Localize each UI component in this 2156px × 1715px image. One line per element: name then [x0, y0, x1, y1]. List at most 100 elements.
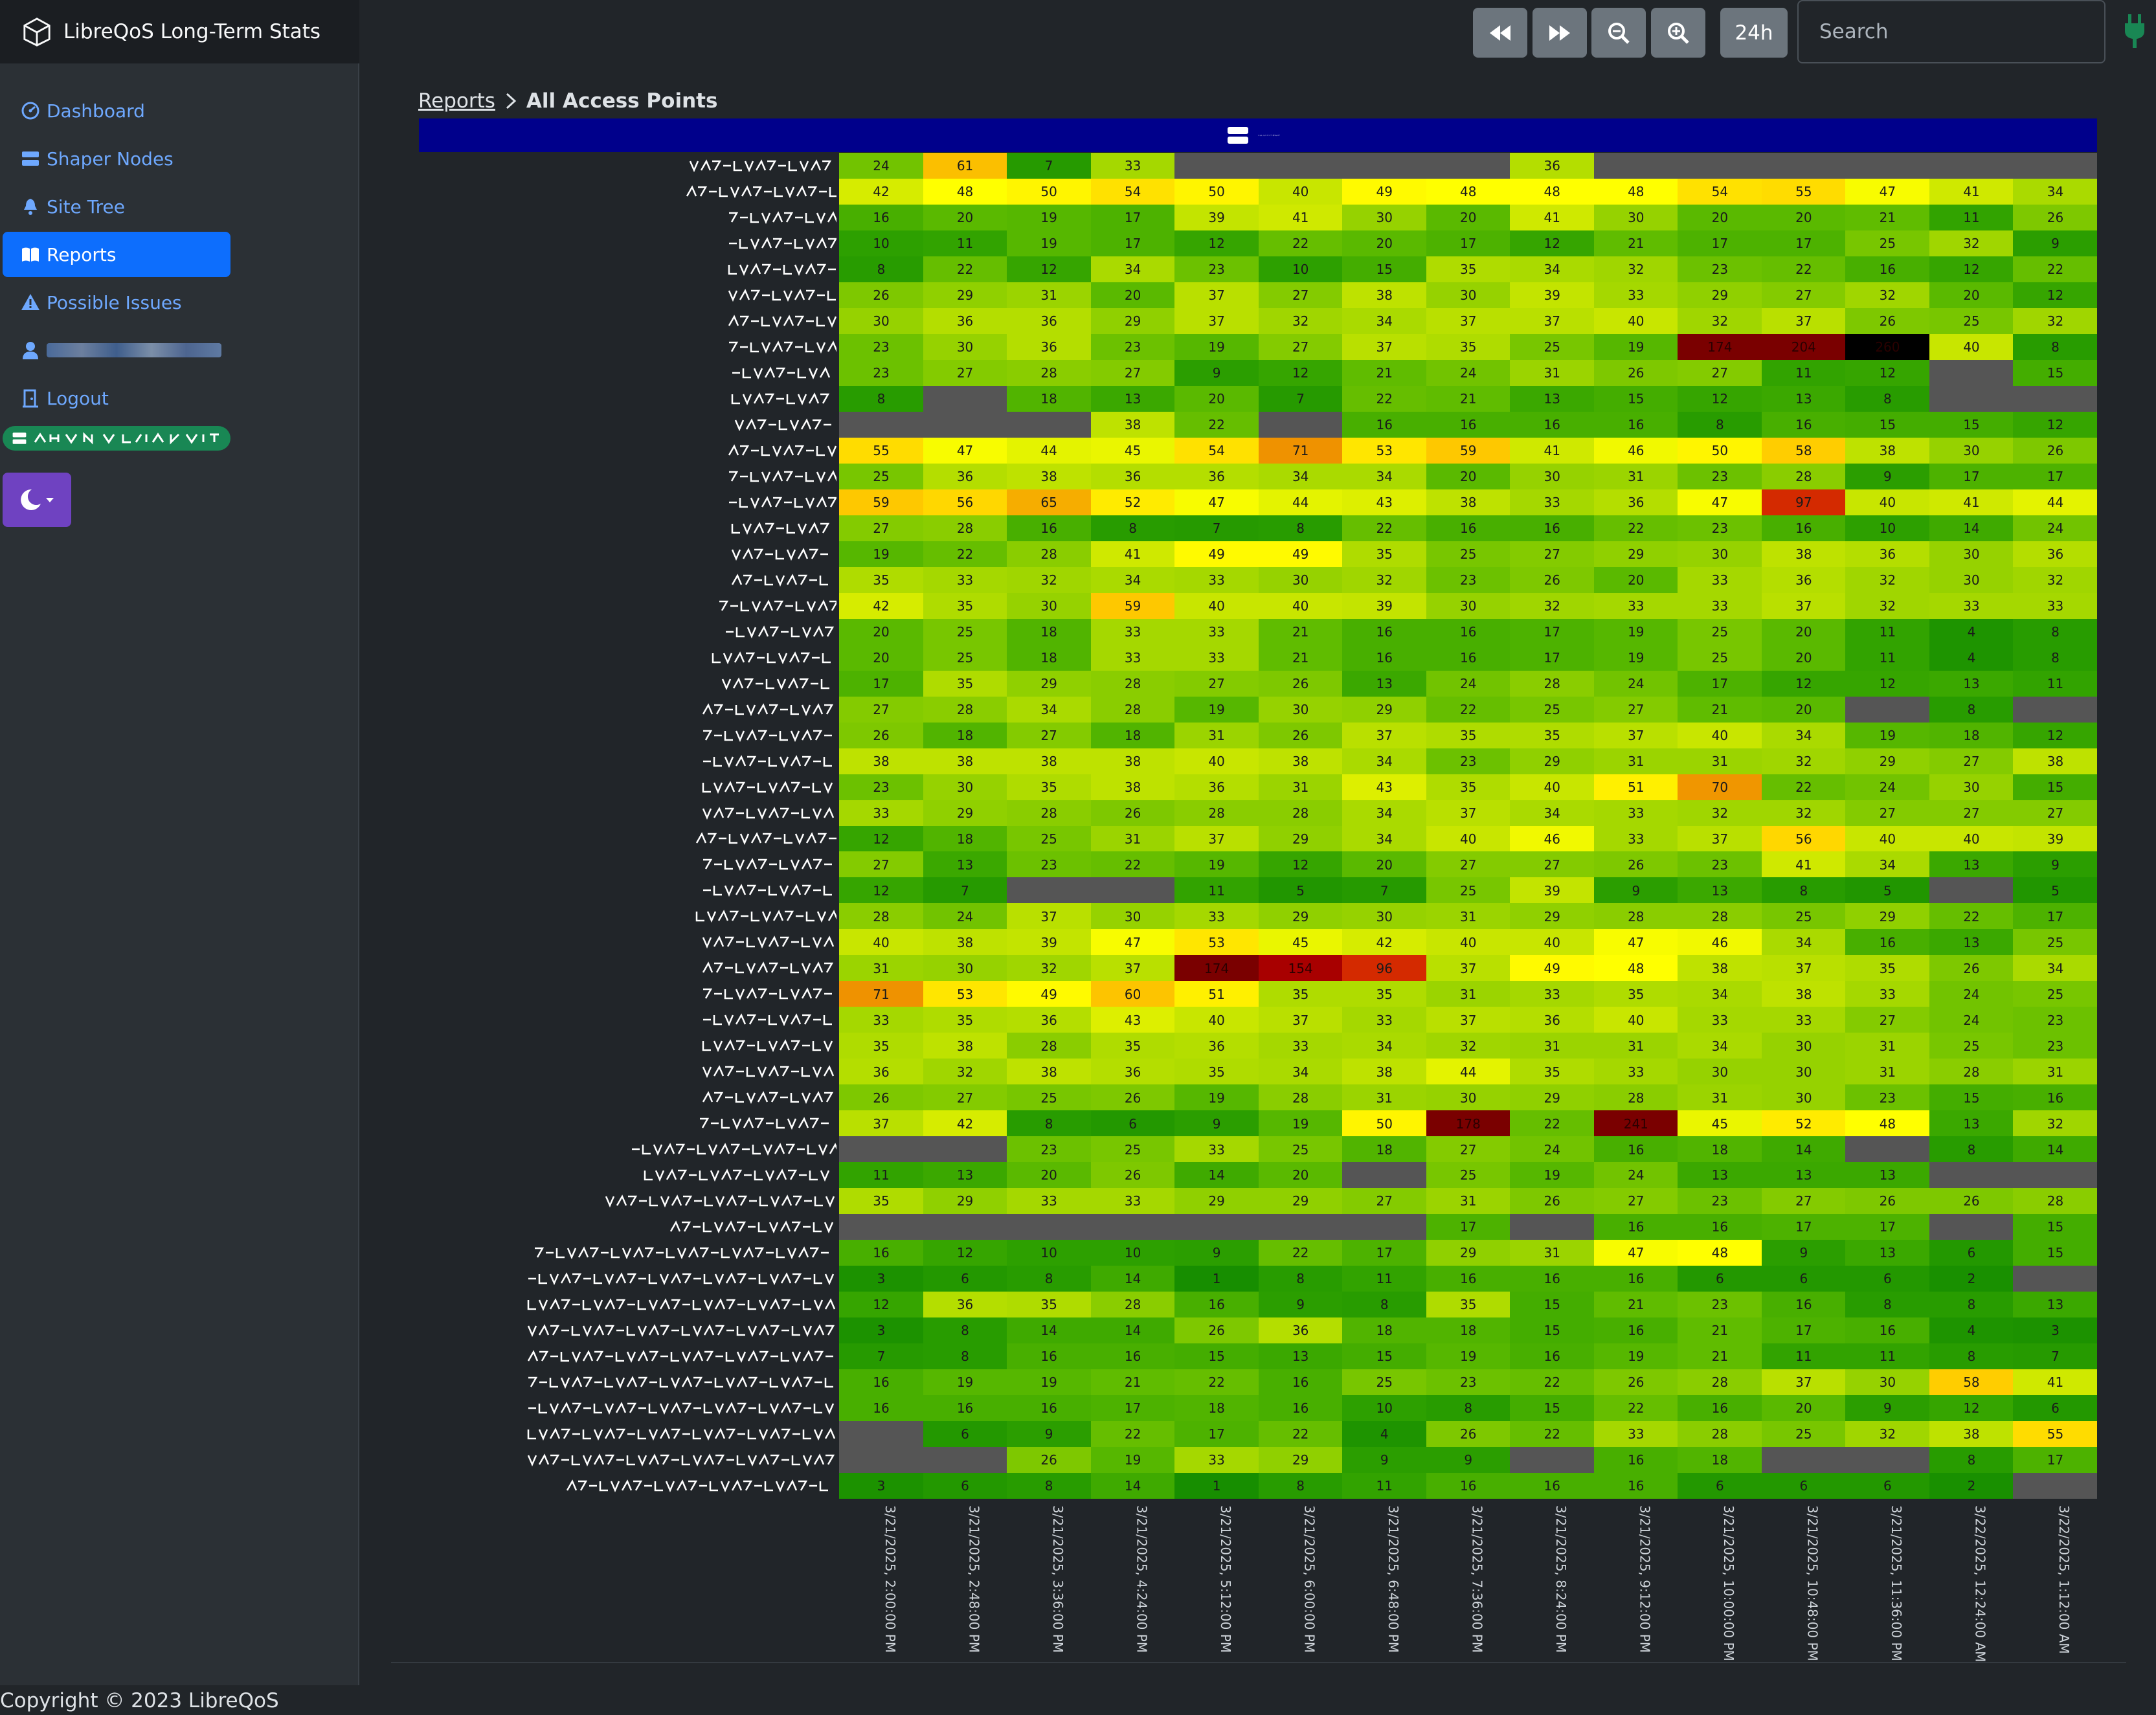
heatmap-cell: 29 — [1845, 903, 1930, 930]
heatmap-cell: 38 — [923, 929, 1007, 956]
heatmap-cell: 2 — [1929, 1473, 2014, 1499]
sidebar-item-logout[interactable]: Logout — [3, 376, 230, 421]
heatmap-cell: 30 — [1929, 437, 2014, 464]
heatmap-cell: 24 — [1426, 359, 1510, 387]
heatmap-cell: 19 — [1007, 1369, 1092, 1396]
heatmap-cell: 8 — [923, 1343, 1007, 1370]
sidebar-item-possible-issues[interactable]: Possible Issues — [3, 280, 230, 325]
zoom-out-button[interactable] — [1591, 8, 1646, 58]
rewind-button[interactable] — [1473, 8, 1527, 58]
heatmap-cell: 38 — [1342, 1059, 1427, 1085]
heatmap-cell: 20 — [1342, 230, 1427, 257]
heatmap-cell: 15 — [2013, 1214, 2098, 1240]
heatmap-cell: 37 — [1761, 1369, 1846, 1396]
heatmap-cell: 32 — [1678, 800, 1762, 826]
heatmap-cell: 8 — [2013, 333, 2098, 361]
heatmap-cell: 11 — [2013, 670, 2098, 697]
heatmap-cell: 6 — [1929, 1240, 2014, 1266]
heatmap-cell — [839, 411, 924, 438]
range-24h-button[interactable]: 24h — [1720, 8, 1788, 58]
fast-forward-button[interactable] — [1533, 8, 1587, 58]
heatmap-cell: 55 — [1761, 178, 1846, 205]
heatmap-cell — [1929, 877, 2014, 904]
heatmap-cell: 32 — [1593, 256, 1678, 283]
heatmap-cell: 21 — [1593, 230, 1678, 257]
heatmap-cell — [1929, 1162, 2014, 1189]
heatmap-cell: 9 — [1342, 1447, 1427, 1474]
heatmap-cell: 30 — [1678, 1059, 1762, 1085]
heatmap-cell: 27 — [1929, 800, 2014, 826]
sidebar-item-dashboard[interactable]: Dashboard — [3, 88, 230, 133]
heatmap-cell: 23 — [1678, 1292, 1762, 1318]
heatmap-cell: 16 — [1845, 256, 1930, 283]
sidebar-item-site-tree[interactable]: Site Tree — [3, 184, 230, 229]
heatmap-cell: 16 — [1258, 1369, 1343, 1396]
heatmap-cell: 17 — [1090, 230, 1175, 257]
heatmap-cell: 12 — [1929, 1395, 2014, 1422]
heatmap-cell: 44 — [2013, 489, 2098, 516]
row-label-redacted — [632, 1143, 837, 1156]
heatmap-cell: 35 — [1510, 722, 1595, 749]
heatmap-cell — [1090, 877, 1175, 904]
heatmap-cell: 13 — [1845, 1240, 1930, 1266]
heatmap-cell: 41 — [1258, 204, 1343, 231]
moon-icon — [21, 489, 54, 510]
heatmap-cell: 16 — [1845, 929, 1930, 956]
heatmap-cell: 10 — [1845, 515, 1930, 542]
heatmap-cell: 20 — [1761, 644, 1846, 671]
heatmap-cell: 16 — [1342, 618, 1427, 645]
heatmap-cell: 9 — [1174, 1110, 1259, 1137]
heatmap-cell: 23 — [1426, 1369, 1510, 1396]
heatmap-cell — [1258, 411, 1343, 438]
search-input[interactable] — [1797, 0, 2105, 63]
row-label-redacted — [702, 961, 834, 975]
heatmap-cell: 16 — [1593, 1447, 1678, 1474]
heatmap-cell: 16 — [1510, 411, 1595, 438]
row-label-redacted — [734, 418, 831, 431]
heatmap-cell: 23 — [1174, 256, 1259, 283]
heatmap-cell: 241 — [1593, 1110, 1678, 1137]
app-title: LibreQoS Long-Term Stats — [63, 20, 321, 43]
heatmap-cell: 8 — [2013, 618, 2098, 645]
heatmap-cell: 23 — [1426, 566, 1510, 594]
heatmap-cell: 11 — [1929, 204, 2014, 231]
heatmap-cell: 16 — [839, 1369, 924, 1396]
heatmap-cell: 17 — [1174, 1421, 1259, 1448]
heatmap-cell: 38 — [2013, 748, 2098, 775]
app-brand[interactable]: LibreQoS Long-Term Stats — [0, 0, 359, 63]
heatmap-cell: 40 — [1510, 774, 1595, 800]
heatmap-cell: 46 — [1678, 929, 1762, 956]
book-icon — [22, 247, 39, 262]
heatmap-cell: 40 — [1426, 825, 1510, 852]
heatmap-cell: 33 — [1593, 592, 1678, 620]
heatmap-cell: 50 — [1174, 178, 1259, 205]
heatmap-cell: 1 — [1174, 1266, 1259, 1292]
heatmap-cell — [1174, 153, 1259, 179]
row-label-redacted — [703, 1013, 832, 1027]
heatmap-cell: 37 — [1761, 592, 1846, 620]
heatmap-cell: 8 — [1007, 1266, 1092, 1292]
sidebar-item-user[interactable] — [3, 328, 230, 373]
zoom-in-button[interactable] — [1651, 8, 1705, 58]
row-label-redacted — [729, 237, 837, 251]
heatmap-cell: 13 — [1678, 1162, 1762, 1189]
heatmap-cell: 27 — [923, 1084, 1007, 1111]
heatmap-cell: 20 — [1761, 1395, 1846, 1422]
heatmap-cell: 20 — [1761, 696, 1846, 723]
heatmap-cell: 16 — [1007, 515, 1092, 542]
breadcrumb-reports-link[interactable]: Reports — [418, 89, 495, 113]
heatmap-cell: 11 — [839, 1162, 924, 1189]
theme-toggle-button[interactable] — [3, 473, 71, 527]
heatmap-cell: 15 — [1929, 411, 2014, 438]
chevron-right-icon — [506, 93, 517, 109]
heatmap-cell: 39 — [1510, 877, 1595, 904]
breadcrumb: Reports All Access Points — [418, 85, 717, 117]
heatmap-cell: 27 — [1510, 851, 1595, 878]
heatmap-cell: 34 — [1510, 256, 1595, 283]
sidebar-item-reports[interactable]: Reports — [3, 232, 230, 277]
heatmap-cell: 7 — [2013, 1343, 2098, 1370]
heatmap-cell: 9 — [2013, 851, 2098, 878]
heatmap-cell: 27 — [1678, 359, 1762, 387]
heatmap-cell: 13 — [1678, 877, 1762, 904]
sidebar-item-shaper-nodes[interactable]: Shaper Nodes — [3, 136, 230, 181]
